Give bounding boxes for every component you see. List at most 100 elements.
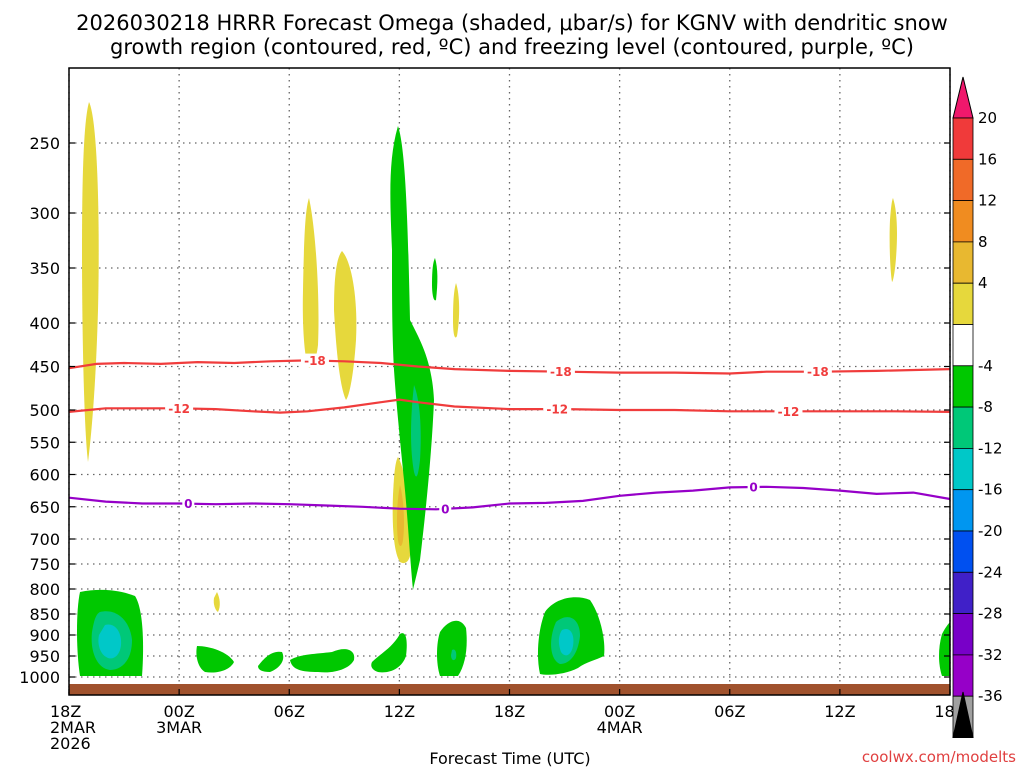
contour-label-dgz-minus-12-1: -12 <box>546 403 568 417</box>
colorbar-segment-14 <box>952 654 974 697</box>
colorbar-label-4: 4 <box>978 274 988 292</box>
contour-line-dgz-minus-12 <box>68 398 951 414</box>
colorbar-bottom-arrow <box>952 691 974 738</box>
y-tick-label-250: 250 <box>29 134 60 153</box>
x-axis-label: Forecast Time (UTC) <box>429 749 590 768</box>
chart-title: 2026030218 HRRR Forecast Omega (shaded, … <box>76 11 948 35</box>
chart-title-line2: growth region (contoured, red, ºC) and f… <box>110 35 914 59</box>
contour-label-bg-freezing-level-0-0 <box>182 496 195 511</box>
omega-region-yellow-4 <box>453 283 460 338</box>
colorbar-segment-8 <box>952 406 974 449</box>
colorbar-segment-10 <box>952 489 974 532</box>
contour-label-bg-dgz-minus-18-2 <box>803 364 832 379</box>
contour-label-bg-freezing-level-0-2 <box>747 479 760 494</box>
omega-region-green-8 <box>437 620 467 676</box>
colorbar-segment-3 <box>952 200 974 243</box>
y-tick-label-750: 750 <box>29 555 60 574</box>
y-tick-label-850: 850 <box>29 605 60 624</box>
x-tick-label-0-line1: 18Z <box>50 702 81 721</box>
omega-shading <box>69 102 950 695</box>
credit-text: coolwx.com/modelts <box>862 748 1016 766</box>
colorbar-label-9: -20 <box>978 522 1003 540</box>
contour-label-bg-freezing-level-0-1 <box>439 501 452 516</box>
y-tick-label-450: 450 <box>29 358 60 377</box>
omega-region-green-2 <box>432 258 438 301</box>
colorbar-segment-9 <box>952 447 974 491</box>
y-tick-label-900: 900 <box>29 626 60 645</box>
colorbar-label-3: 8 <box>978 233 988 251</box>
colorbar-label-2: 12 <box>978 192 997 210</box>
colorbar-segment-6 <box>952 324 974 367</box>
x-tick-label-1-line1: 00Z <box>163 702 194 721</box>
contour-label-dgz-minus-18-2: -18 <box>807 365 829 379</box>
axes: 250 300 350 400 450 500 550 600 650 700 750 800 850 9… <box>19 67 966 753</box>
y-tick-label-700: 700 <box>29 530 60 549</box>
y-tick-label-400: 400 <box>29 314 60 333</box>
omega-region-orange-core <box>396 485 404 546</box>
x-tick-label-4-line1: 18Z <box>494 702 525 721</box>
omega-region-cyan-core-1 <box>98 624 122 659</box>
colorbar-segment-2 <box>952 158 974 202</box>
omega-region-yellow-1 <box>82 102 99 462</box>
colorbar-segment-5 <box>952 282 974 325</box>
x-tick-label-0-line2: 2MAR <box>50 718 96 737</box>
colorbar-label-5: -4 <box>978 357 993 375</box>
omega-region-teal-core-1 <box>411 385 421 477</box>
contour-label-bg-dgz-minus-18-0 <box>300 353 329 368</box>
colorbar-segment-12 <box>952 571 974 614</box>
x-tick-label-7-line1: 12Z <box>824 702 855 721</box>
x-tick-label-1-line2: 3MAR <box>156 718 202 737</box>
colorbar: 20 16 12 8 4 -4 -8 -12 -16 -20 -24 -28 -32 -36 <box>952 76 1003 738</box>
contour-lines: -18 -18 -18 -12 -12 -12 0 0 0 <box>68 353 951 516</box>
colorbar-label-12: -32 <box>978 646 1003 664</box>
contour-label-dgz-minus-18-1: -18 <box>550 365 572 379</box>
y-tick-label-1000: 1000 <box>19 668 60 687</box>
colorbar-label-1: 16 <box>978 150 997 168</box>
omega-region-yellow-3 <box>334 251 357 400</box>
omega-region-yellow-2 <box>302 198 319 368</box>
contour-label-freezing-level-0-0: 0 <box>184 497 192 511</box>
y-tick-label-300: 300 <box>29 204 60 223</box>
contour-label-bg-dgz-minus-12-0 <box>165 401 194 416</box>
x-tick-label-2-line1: 06Z <box>274 702 305 721</box>
colorbar-segment-1 <box>952 117 974 160</box>
omega-region-green-6 <box>290 649 355 673</box>
omega-region-green-5 <box>258 651 284 672</box>
contour-label-bg-dgz-minus-18-1 <box>546 364 575 379</box>
contour-label-bg-dgz-minus-12-2 <box>774 404 803 419</box>
colorbar-segment-4 <box>952 241 974 284</box>
y-tick-label-950: 950 <box>29 647 60 666</box>
omega-region-green-4 <box>196 646 234 673</box>
contour-label-dgz-minus-12-0: -12 <box>168 402 190 416</box>
x-tick-label-5-line1: 00Z <box>604 702 635 721</box>
omega-region-green-7 <box>371 633 407 673</box>
y-tick-label-550: 550 <box>29 433 60 452</box>
colorbar-label-11: -28 <box>978 605 1003 623</box>
x-tick-label-6-line1: 06Z <box>714 702 745 721</box>
contour-line-freezing-level-0 <box>68 485 951 511</box>
contour-label-freezing-level-0-2: 0 <box>749 480 757 494</box>
y-tick-label-500: 500 <box>29 401 60 420</box>
x-tick-label-3-line1: 12Z <box>384 702 415 721</box>
contour-label-freezing-level-0-1: 0 <box>441 502 449 516</box>
y-tick-label-350: 350 <box>29 259 60 278</box>
y-tick-label-650: 650 <box>29 498 60 517</box>
y-tick-label-800: 800 <box>29 580 60 599</box>
contour-label-bg-dgz-minus-12-1 <box>543 402 572 417</box>
colorbar-label-8: -16 <box>978 481 1003 499</box>
omega-region-teal-core-3 <box>451 649 457 661</box>
y-tick-label-600: 600 <box>29 466 60 485</box>
omega-region-green-1 <box>390 126 434 590</box>
colorbar-segment-7 <box>952 365 974 408</box>
colorbar-label-0: 20 <box>978 109 997 127</box>
colorbar-segment-11 <box>952 530 974 573</box>
contour-label-dgz-minus-12-2: -12 <box>778 405 800 419</box>
omega-region-yellow-7 <box>889 198 897 282</box>
contour-label-dgz-minus-18-0: -18 <box>304 354 326 368</box>
colorbar-label-6: -8 <box>978 398 993 416</box>
colorbar-segment-13 <box>952 613 974 656</box>
omega-region-cyan-core-2 <box>558 628 574 656</box>
x-tick-label-0-line3: 2026 <box>50 734 91 753</box>
